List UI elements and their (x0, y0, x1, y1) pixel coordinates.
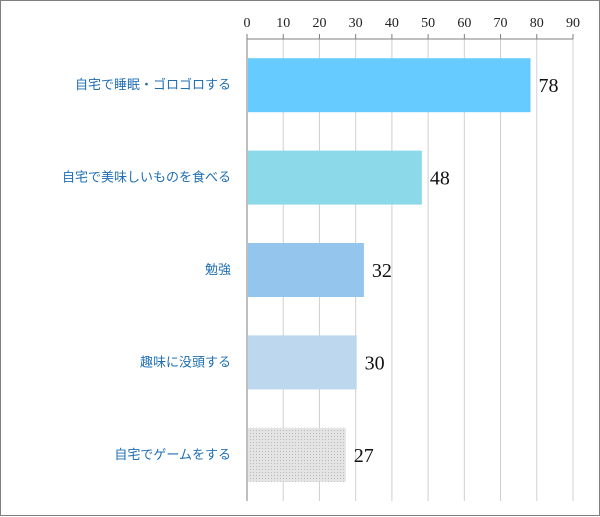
gridlines (282, 39, 574, 501)
axes (246, 34, 574, 501)
category-label-1: 自宅で睡眠・ゴロゴロする (75, 77, 231, 93)
bar-4 (248, 335, 357, 390)
bars (248, 58, 531, 482)
x-tick-label-20: 20 (312, 16, 326, 31)
category-label-4: 趣味に没頭する (140, 355, 231, 370)
data-label-4: 30 (365, 352, 385, 374)
bar-3 (248, 243, 364, 297)
bar-2 (248, 150, 422, 205)
x-tick-label-90: 90 (566, 16, 580, 31)
data-label-3: 32 (372, 260, 392, 282)
data-label-1: 78 (539, 75, 559, 97)
x-tick-label-40: 40 (385, 16, 399, 31)
x-tick-label-30: 30 (349, 16, 363, 31)
x-tick-label-80: 80 (530, 16, 544, 31)
x-tick-label-50: 50 (421, 16, 435, 31)
x-tick-label-10: 10 (276, 16, 290, 31)
labels: 0 10 20 30 40 50 60 70 80 90 78 自宅で睡眠・ゴロゴロする 48 自宅で美味… (62, 16, 580, 467)
category-label-5: 自宅でゲームをする (114, 448, 231, 463)
category-label-2: 自宅で美味しいものを食べる (62, 170, 231, 186)
data-label-5: 27 (354, 445, 374, 467)
x-tick-label-60: 60 (457, 16, 471, 31)
x-tick-label-70: 70 (494, 16, 508, 31)
x-tick-label-0: 0 (244, 16, 251, 31)
category-label-3: 勉強 (205, 263, 231, 278)
data-label-2: 48 (430, 168, 450, 190)
bar-1 (248, 58, 531, 113)
bar-5 (248, 427, 346, 482)
